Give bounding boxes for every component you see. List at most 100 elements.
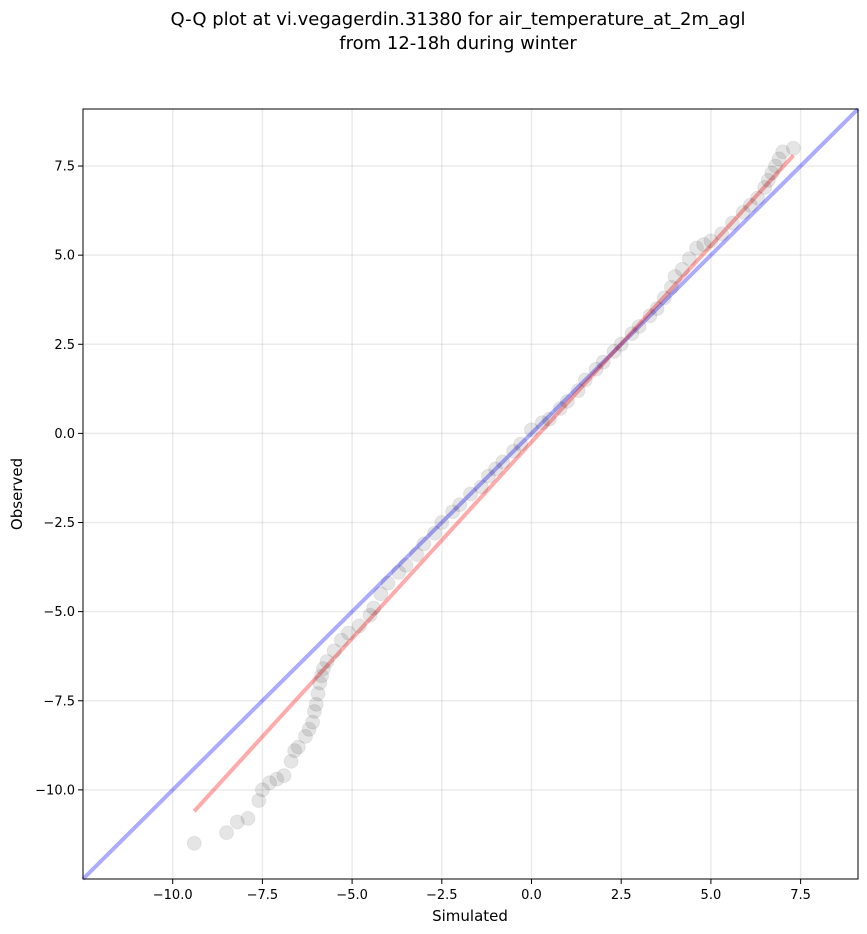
data-point — [757, 179, 773, 195]
data-point — [724, 215, 740, 231]
data-point — [326, 643, 342, 659]
data-point — [534, 415, 550, 431]
x-tick-label: 2.5 — [611, 888, 632, 903]
chart-title: Q-Q plot at vi.vegagerdin.31380 for air_… — [171, 9, 746, 30]
data-point — [552, 400, 568, 416]
data-point — [254, 782, 270, 798]
data-point — [506, 443, 522, 459]
data-point — [473, 479, 489, 495]
data-point — [427, 525, 443, 541]
x-tick-label: 5.0 — [701, 888, 722, 903]
data-point — [434, 515, 450, 531]
data-point — [595, 354, 611, 370]
data-point — [588, 361, 604, 377]
data-point — [649, 301, 665, 317]
y-axis: −10.0 −7.5 −5.0 −2.5 0.0 2.5 5.0 7.5 — [35, 160, 83, 798]
data-point — [251, 793, 267, 809]
data-point — [681, 251, 697, 267]
data-point — [613, 336, 629, 352]
data-point — [333, 632, 349, 648]
y-tick-label: −7.5 — [43, 694, 75, 709]
x-tick-label: −7.5 — [247, 888, 279, 903]
x-tick-label: −2.5 — [426, 888, 458, 903]
data-point — [663, 279, 679, 295]
data-point — [559, 393, 575, 409]
data-point — [186, 835, 202, 851]
y-tick-label: 7.5 — [54, 160, 75, 175]
x-axis: −10.0 −7.5 −5.0 −2.5 0.0 2.5 5.0 7.5 — [153, 879, 811, 903]
x-tick-label: −5.0 — [336, 888, 368, 903]
data-point — [767, 158, 783, 174]
data-point — [269, 771, 285, 787]
data-point — [301, 721, 317, 737]
y-tick-label: −5.0 — [43, 605, 75, 620]
data-point — [463, 486, 478, 502]
data-point — [366, 600, 382, 616]
data-point — [606, 343, 622, 359]
data-point — [409, 547, 425, 563]
data-point — [283, 753, 299, 769]
data-point — [735, 204, 751, 220]
data-point — [674, 261, 690, 277]
data-point — [667, 269, 683, 285]
data-point — [306, 703, 322, 719]
data-point — [262, 775, 278, 791]
y-tick-label: 0.0 — [54, 427, 75, 442]
data-point — [689, 240, 705, 256]
y-axis-label: Observed — [8, 458, 26, 530]
x-tick-label: 7.5 — [790, 888, 811, 903]
chart-subtitle: from 12-18h during winter — [339, 33, 577, 54]
data-point — [703, 233, 719, 249]
data-point — [577, 372, 593, 388]
data-point — [305, 714, 321, 730]
y-tick-label: −2.5 — [43, 516, 75, 531]
data-point — [541, 411, 557, 427]
data-point — [764, 165, 780, 181]
data-point — [488, 461, 504, 477]
data-point — [445, 504, 461, 520]
data-point — [642, 308, 658, 324]
data-point — [351, 618, 367, 634]
data-point — [696, 236, 712, 252]
data-point — [229, 814, 245, 830]
data-point — [714, 226, 730, 242]
data-point — [319, 654, 335, 670]
fit-line-layer — [192, 153, 795, 813]
data-point — [760, 172, 776, 188]
data-point — [362, 607, 378, 623]
y-tick-label: −10.0 — [35, 783, 75, 798]
data-point — [495, 454, 511, 470]
y-tick-label: 2.5 — [54, 338, 75, 353]
data-point — [315, 661, 331, 677]
data-point — [775, 144, 791, 160]
data-point — [416, 536, 432, 552]
data-point — [391, 564, 407, 580]
data-point — [480, 468, 496, 484]
data-point — [523, 422, 539, 438]
data-point — [570, 383, 586, 399]
data-point — [631, 318, 647, 334]
data-point — [308, 696, 324, 712]
grid-lines — [83, 109, 858, 879]
data-point — [398, 557, 414, 573]
reference-line-layer — [81, 107, 860, 881]
x-tick-label: 0.0 — [521, 888, 542, 903]
data-point — [750, 190, 766, 206]
data-point — [771, 151, 787, 167]
data-point — [240, 810, 256, 826]
y-tick-label: 5.0 — [54, 249, 75, 264]
data-point — [341, 625, 357, 641]
x-tick-label: −10.0 — [153, 888, 193, 903]
x-axis-label: Simulated — [432, 907, 508, 925]
data-point — [742, 197, 758, 213]
data-point — [290, 739, 306, 755]
data-point — [314, 668, 330, 684]
data-point — [624, 326, 640, 342]
data-point — [380, 575, 396, 591]
data-point — [656, 290, 672, 306]
data-point — [513, 436, 529, 452]
data-point — [310, 686, 326, 702]
data-point — [785, 140, 801, 156]
plot-frame — [82, 108, 859, 880]
